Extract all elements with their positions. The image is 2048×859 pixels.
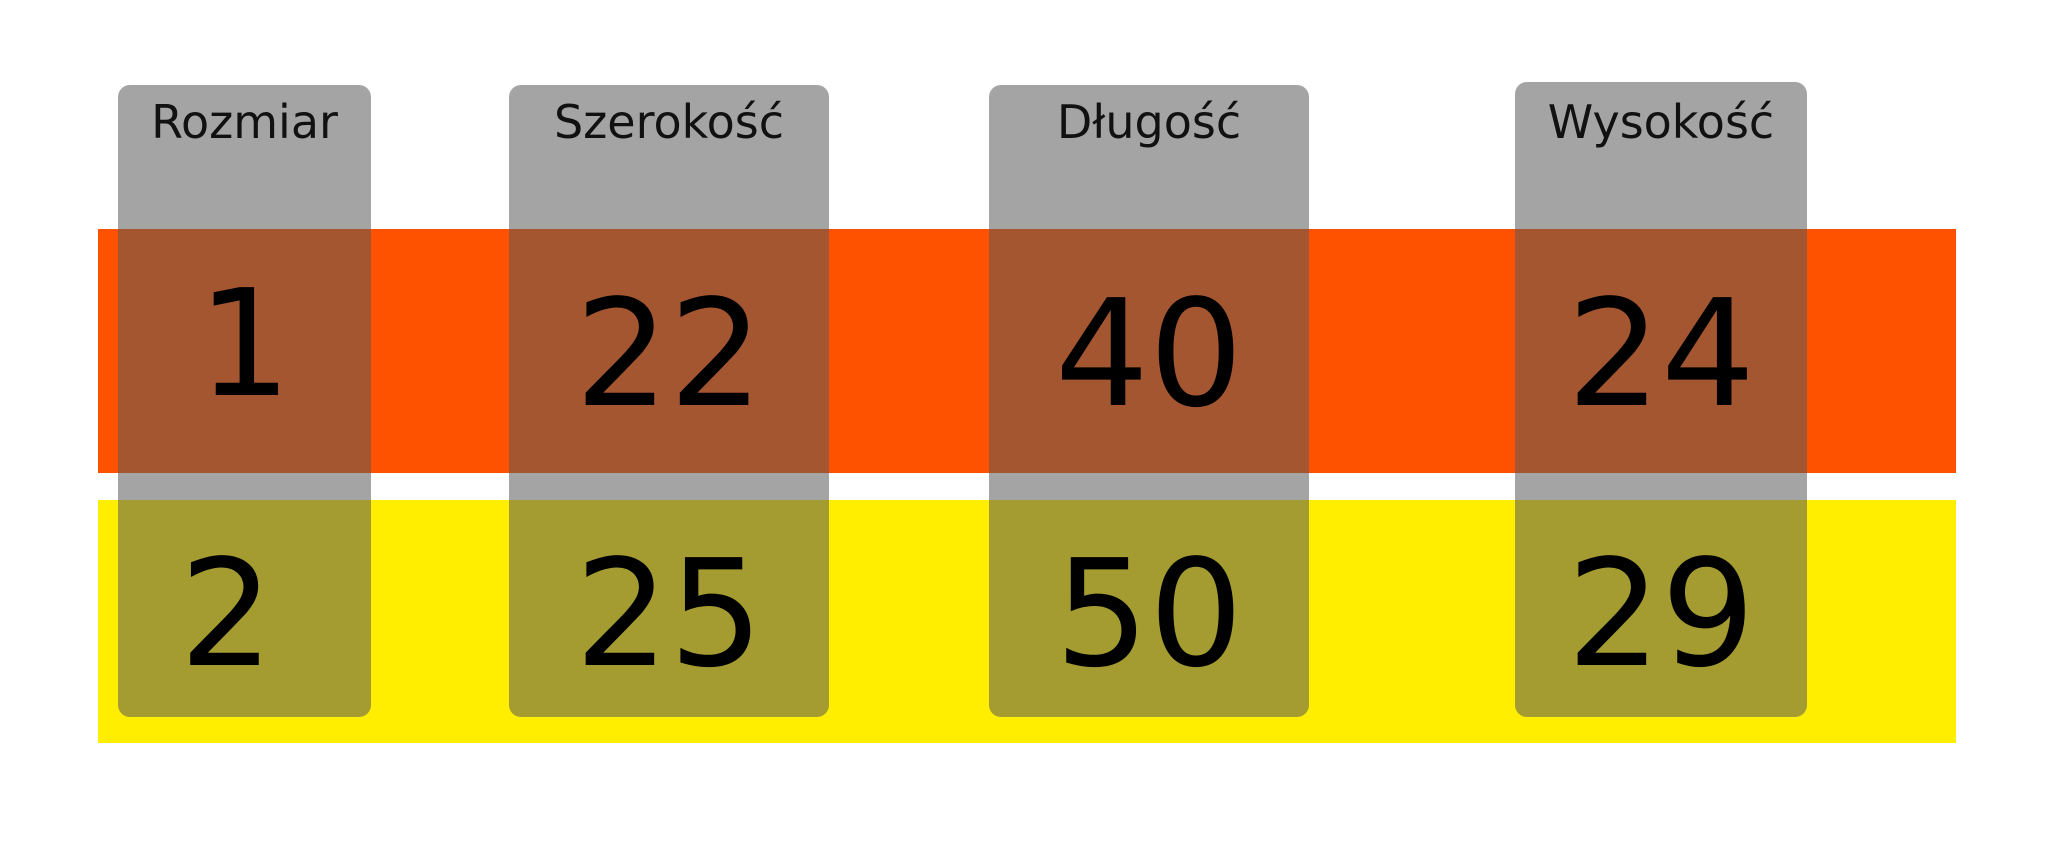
column-dlugosc bbox=[989, 85, 1309, 717]
column-szerokosc bbox=[509, 85, 829, 717]
header-rozmiar: Rozmiar bbox=[151, 95, 338, 149]
header-dlugosc: Długość bbox=[1056, 95, 1242, 149]
value-rozmiar-row2: 2 bbox=[179, 528, 274, 700]
header-szerokosc: Szerokość bbox=[553, 95, 785, 149]
value-dlugosc-row1: 40 bbox=[1054, 268, 1244, 440]
value-szerokosc-row1: 22 bbox=[574, 268, 764, 440]
column-wysokosc bbox=[1515, 82, 1807, 717]
header-wysokosc: Wysokość bbox=[1547, 95, 1775, 149]
column-rozmiar bbox=[118, 85, 371, 717]
value-szerokosc-row2: 25 bbox=[574, 528, 764, 700]
value-wysokosc-row2: 29 bbox=[1566, 528, 1756, 700]
value-rozmiar-row1: 1 bbox=[197, 258, 292, 430]
value-dlugosc-row2: 50 bbox=[1054, 528, 1244, 700]
value-wysokosc-row1: 24 bbox=[1566, 268, 1756, 440]
